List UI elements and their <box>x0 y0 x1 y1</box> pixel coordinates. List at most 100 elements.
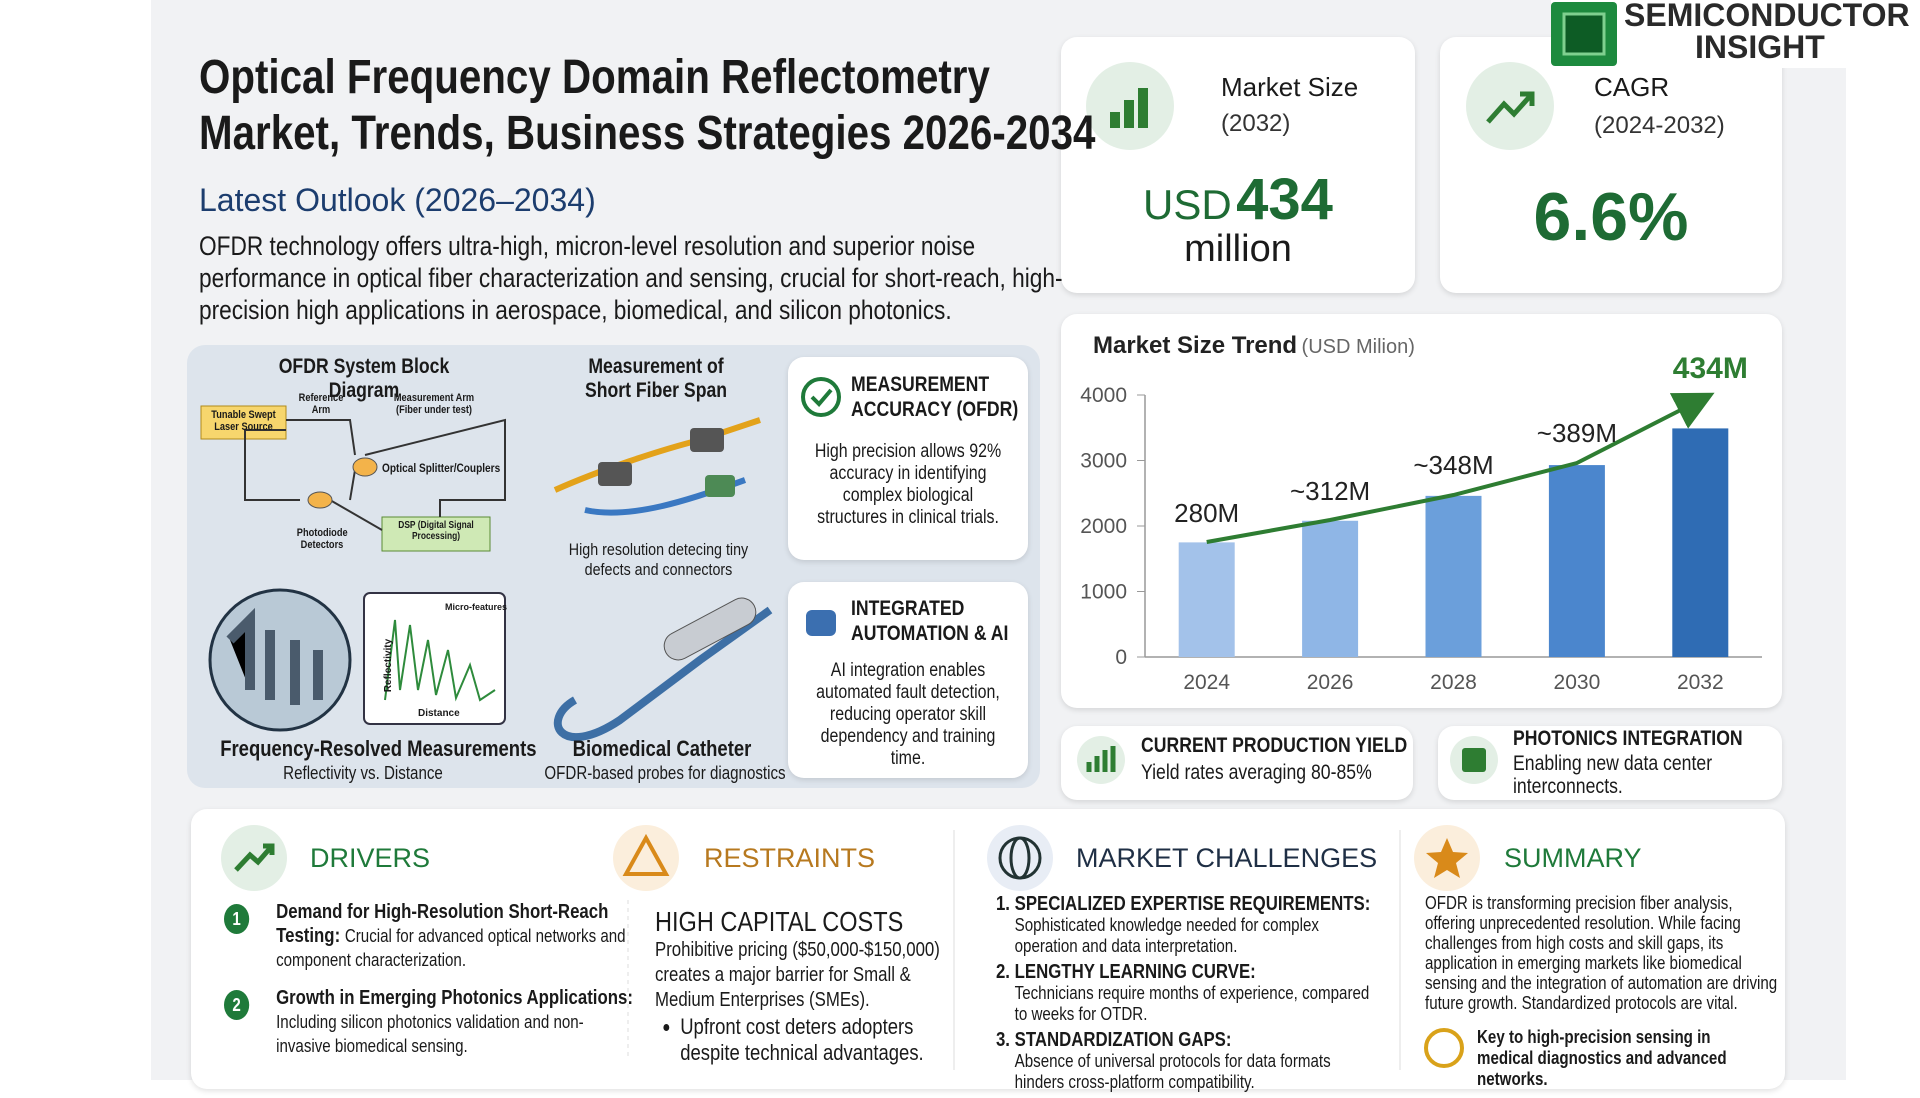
mini-plot <box>363 592 506 725</box>
subtitle: Latest Outlook (2026–2034) <box>199 182 596 218</box>
kpi-prefix: USD <box>1143 181 1232 228</box>
logo-text: INSIGHT <box>1695 29 1825 65</box>
check-icon <box>810 388 833 407</box>
driver-lead: Demand for High-Resolution Short-Reach T… <box>276 901 609 947</box>
section-title: MARKET CHALLENGES <box>1076 843 1378 873</box>
restraint-bullet: Upfront cost deters adopters despite tec… <box>680 1014 957 1066</box>
challenges-icon <box>987 825 1053 891</box>
chart: 0 1000 2000 3000 4000 2024 2026 2028 2030 2032 280… <box>1080 352 1762 694</box>
kpi-icon <box>1466 62 1554 150</box>
panel-heading: Biomedical Catheter <box>572 736 752 761</box>
diagram-label: Measurement Arm (Fiber under test) <box>393 392 475 416</box>
section-title: DRIVERS <box>310 843 431 873</box>
catheter-tip <box>663 597 757 661</box>
logo-chip-core <box>1562 12 1606 56</box>
restraint-heading: HIGH CAPITAL COSTS <box>655 906 904 937</box>
highlight-title: PHOTONICS INTEGRATION <box>1513 727 1743 750</box>
diagram-label: Optical Splitter/Couplers <box>382 461 501 475</box>
description: OFDR technology offers ultra-high, micro… <box>199 231 1063 325</box>
trend-label: ~312M <box>1290 476 1370 506</box>
drivers-list: Demand for High-Resolution Short-Reach T… <box>224 900 636 1072</box>
x-tick-label: 2028 <box>1430 671 1477 694</box>
kpi-icon <box>1138 88 1148 128</box>
kpi-number: 434 <box>1236 167 1333 232</box>
kpi-icon <box>1486 91 1535 124</box>
trend-arrow <box>1206 392 1715 544</box>
bar <box>1672 428 1729 657</box>
restraints-icon <box>622 833 670 876</box>
kpi-icon <box>1124 100 1134 128</box>
summary-text: OFDR is transforming precision fiber ana… <box>1425 893 1778 1013</box>
detector <box>307 491 333 509</box>
y-tick-label: 3000 <box>1080 450 1127 473</box>
challenge-item: STANDARDIZATION GAPS:Absence of universa… <box>1015 1030 1385 1093</box>
coupler <box>352 457 378 477</box>
challenge-lead: SPECIALIZED EXPERTISE REQUIREMENTS: <box>1014 893 1371 915</box>
panel-heading: Measurement of Short Fiber Span <box>584 355 728 402</box>
restraint-text: Prohibitive pricing ($50,000-$150,000) c… <box>655 939 940 1011</box>
info-text: AI integration enables automated fault d… <box>816 660 1000 769</box>
driver-text: Crucial for advanced optical networks an… <box>276 926 626 970</box>
connector <box>705 475 735 497</box>
connector <box>598 462 632 486</box>
bar <box>1425 495 1482 657</box>
kpi-period: (2032) <box>1221 110 1291 137</box>
restraint-list: Upfront cost deters adopters despite tec… <box>655 1014 957 1066</box>
logo-text: SEMICONDUCTOR <box>1624 0 1910 33</box>
diagram-label: DSP (Digital Signal Processing) <box>398 520 474 542</box>
kpi-label: Market Size <box>1221 72 1359 102</box>
challenges-list: SPECIALIZED EXPERTISE REQUIREMENTS:Sophi… <box>976 894 1384 1098</box>
chip-magnifier <box>208 588 352 732</box>
driver-item: Demand for High-Resolution Short-Reach T… <box>224 900 636 972</box>
check-icon <box>801 377 841 417</box>
driver-text: Including silicon photonics validation a… <box>276 1012 584 1056</box>
bar <box>1302 520 1359 657</box>
dsp-box <box>381 516 491 552</box>
diagram-label: Reference Arm <box>298 392 344 416</box>
x-tick-label: 2032 <box>1677 671 1724 694</box>
block-diagram-line <box>244 418 506 531</box>
highlight-icon <box>1462 748 1486 772</box>
challenge-text: Absence of universal protocols for data … <box>1014 1051 1331 1092</box>
robot-icon <box>806 610 836 636</box>
chip-detail <box>226 607 323 705</box>
highlight-icon <box>1086 746 1116 772</box>
y-tick-label: 2000 <box>1080 515 1127 538</box>
y-tick-label: 1000 <box>1080 581 1127 604</box>
caption: OFDR-based probes for diagnostics <box>544 763 786 783</box>
summary-icon <box>1426 838 1468 878</box>
diagram-label: Photodiode Detectors <box>296 527 348 551</box>
challenge-text: Technicians require months of experience… <box>1014 983 1370 1024</box>
section-title: SUMMARY <box>1504 843 1642 873</box>
driver-lead: Growth in Emerging Photonics Application… <box>276 987 633 1009</box>
highlight-text: Yield rates averaging 80-85% <box>1141 761 1372 784</box>
connector <box>690 428 724 452</box>
panel-heading: Frequency-Resolved Measurements <box>220 736 537 761</box>
y-tick-label: 4000 <box>1080 384 1127 407</box>
panel-heading: OFDR System Block Diagram <box>278 355 450 402</box>
plot-axis: Reflectivity <box>383 638 395 693</box>
challenge-item: LENGTHY LEARNING CURVE:Technicians requi… <box>1015 962 1385 1025</box>
catheter <box>553 606 773 742</box>
target-icon <box>1424 1028 1464 1068</box>
trend-label: 280M <box>1174 498 1239 528</box>
kpi-label: CAGR <box>1594 72 1670 102</box>
bar <box>1178 542 1235 657</box>
bar <box>1548 465 1605 657</box>
plot-note: Micro-features <box>445 602 508 612</box>
challenges-icon <box>1009 836 1031 880</box>
diagram-label: Tunable Swept Laser Source <box>211 409 276 433</box>
kpi-icon <box>1110 112 1120 128</box>
caption: Reflectivity vs. Distance <box>283 763 443 783</box>
title: Optical Frequency Domain Reflectometry <box>199 51 990 104</box>
highlight-title: CURRENT PRODUCTION YIELD <box>1141 734 1408 757</box>
laser-box <box>200 405 287 440</box>
title: Market, Trends, Business Strategies 2026… <box>199 107 1096 160</box>
y-tick-label: 0 <box>1115 646 1127 669</box>
drivers-icon <box>234 843 275 872</box>
kpi-number: 6.6% <box>1533 179 1689 255</box>
challenge-lead: LENGTHY LEARNING CURVE: <box>1014 961 1256 983</box>
kpi-unit: million <box>1184 228 1292 270</box>
info-title: MEASUREMENT ACCURACY (OFDR) <box>851 373 1019 421</box>
challenge-text: Sophisticated knowledge needed for compl… <box>1014 915 1319 956</box>
